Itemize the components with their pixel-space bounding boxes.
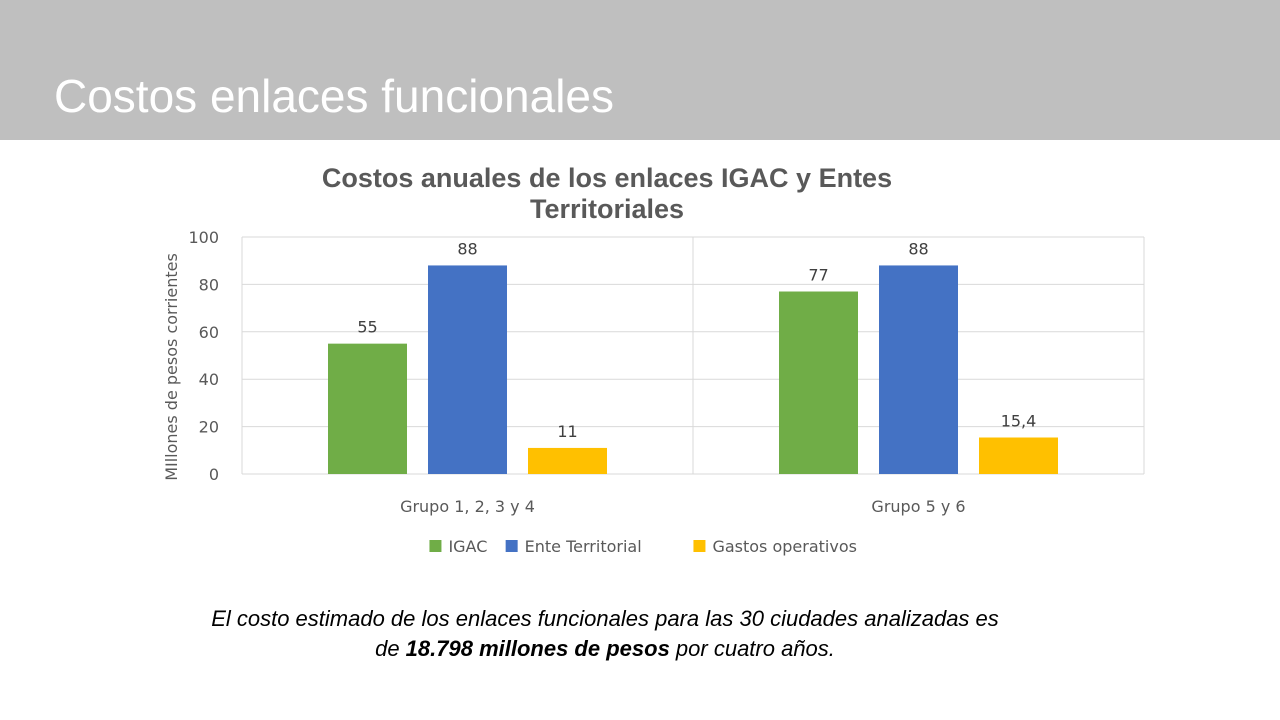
bar — [979, 437, 1058, 474]
y-tick-label: 100 — [188, 228, 219, 247]
caption-total-cost: 18.798 millones de pesos — [405, 636, 670, 661]
legend-label: IGAC — [448, 537, 487, 556]
header-band — [0, 0, 1280, 140]
data-label: 88 — [908, 239, 928, 258]
chart-title-line-1: Costos anuales de los enlaces IGAC y Ent… — [322, 163, 892, 193]
data-label: 15,4 — [1001, 412, 1037, 431]
y-axis-label: MIllones de pesos corrientes — [162, 253, 181, 481]
bar — [428, 265, 507, 474]
legend-swatch — [429, 540, 442, 552]
bar — [879, 265, 958, 474]
bar — [328, 343, 407, 474]
caption-text: El costo estimado de los enlaces funcion… — [100, 604, 1110, 664]
legend-swatch — [693, 540, 706, 552]
data-label: 88 — [457, 239, 477, 258]
legend-label: Gastos operativos — [712, 537, 857, 556]
y-tick-label: 20 — [199, 418, 219, 437]
x-tick-label: Grupo 1, 2, 3 y 4 — [400, 497, 535, 516]
caption-line-2-prefix: de — [375, 636, 406, 661]
y-tick-label: 80 — [199, 275, 219, 294]
x-tick-label: Grupo 5 y 6 — [871, 497, 965, 516]
y-tick-label: 0 — [209, 465, 219, 484]
caption-line-1: El costo estimado de los enlaces funcion… — [211, 606, 999, 631]
bar — [779, 291, 858, 474]
data-label: 55 — [357, 318, 377, 337]
chart-title-line-2: Territoriales — [530, 194, 684, 224]
slide-title: Costos enlaces funcionales — [54, 70, 614, 122]
legend-swatch — [505, 540, 518, 552]
caption-line-2-suffix: por cuatro años. — [669, 636, 835, 661]
y-tick-label: 40 — [199, 370, 219, 389]
legend-label: Ente Territorial — [525, 537, 642, 556]
data-label: 11 — [557, 422, 577, 441]
y-tick-label: 60 — [199, 323, 219, 342]
bar-chart: Costos anuales de los enlaces IGAC y Ent… — [162, 163, 1145, 556]
bar — [528, 447, 607, 474]
data-label: 77 — [808, 266, 828, 285]
